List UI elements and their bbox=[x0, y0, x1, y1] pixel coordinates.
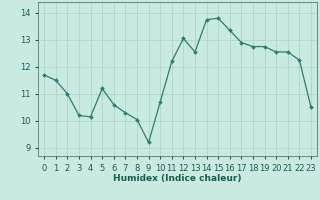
X-axis label: Humidex (Indice chaleur): Humidex (Indice chaleur) bbox=[113, 174, 242, 183]
